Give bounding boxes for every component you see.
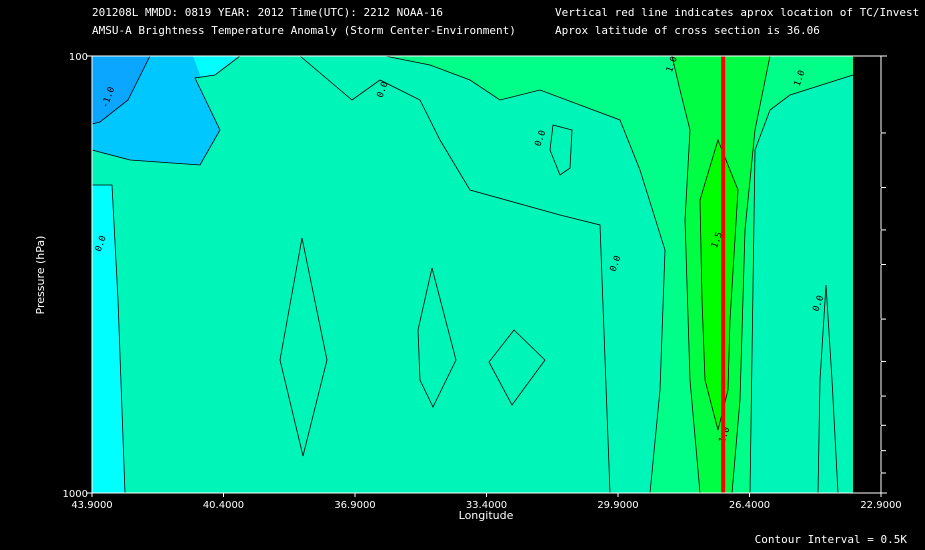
header-line2-right: Aprox latitude of cross section is 36.06: [555, 24, 820, 37]
y-axis-ticks: 100 1000: [63, 52, 887, 500]
y-tick-label: 100: [69, 52, 88, 63]
contour-one-right: [749, 74, 854, 494]
header-line1-left: 201208L MMDD: 0819 YEAR: 2012 Time(UTC):…: [92, 6, 443, 19]
contour-fills: [92, 56, 853, 493]
x-tick-label: 26.4000: [729, 500, 770, 511]
contour-zero-mid: [290, 55, 611, 494]
fill-lens-3: [489, 330, 545, 405]
y-tick-label: 1000: [63, 489, 88, 500]
y-axis-title: Pressure (hPa): [34, 236, 47, 315]
x-tick-label: 22.9000: [860, 500, 901, 511]
contour-neg-one: [91, 55, 151, 125]
fill-neg-one-region: [92, 56, 150, 124]
header-line1-right: Vertical red line indicates aprox locati…: [555, 6, 920, 19]
contour-zero-left: [92, 184, 126, 494]
contour-zero-right: [817, 284, 839, 494]
x-tick-label: 40.4000: [203, 500, 244, 511]
contour-interval-note: Contour Interval = 0.5K: [754, 533, 907, 546]
contour-lens-4: [549, 124, 573, 176]
fill-lens-1: [280, 238, 327, 456]
x-tick-label: 43.9000: [71, 500, 112, 511]
x-tick-label: 29.9000: [597, 500, 638, 511]
contour-lens-2: [417, 267, 457, 408]
x-tick-label: 33.4000: [466, 500, 507, 511]
contour-one: [384, 55, 666, 494]
x-axis-ticks: 43.9000 40.4000 36.9000 33.4000 29.9000 26.40…: [71, 493, 902, 511]
contour-one-half: [671, 55, 771, 494]
contour-neg-half: [91, 55, 241, 166]
x-axis-title: Longitude: [459, 509, 514, 522]
fill-lens-2: [418, 268, 456, 407]
fill-lens-4: [550, 125, 572, 175]
header-line2-left: AMSU-A Brightness Temperature Anomaly (S…: [92, 24, 516, 37]
contour-lens-3: [488, 329, 546, 406]
contour-lens-1: [279, 237, 328, 457]
contour-lines: [91, 55, 854, 494]
x-tick-label: 36.9000: [334, 500, 375, 511]
fill-two-region: [700, 140, 738, 430]
